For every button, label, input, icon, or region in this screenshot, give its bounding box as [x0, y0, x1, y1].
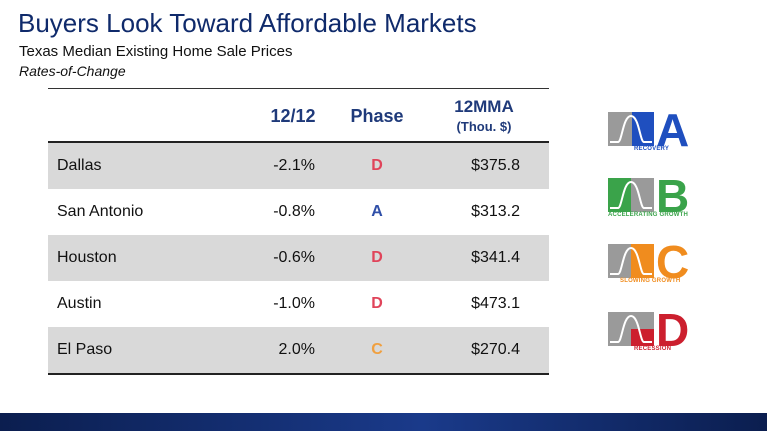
table-row: Dallas -2.1% D $375.8 [48, 143, 549, 189]
legend-letter: D [656, 304, 690, 356]
city-name: Austin [57, 295, 102, 312]
page-title: Buyers Look Toward Affordable Markets [18, 8, 477, 38]
city-name: Houston [57, 249, 117, 266]
rate-of-change: -2.1% [273, 157, 315, 174]
business-cycle-icon [608, 112, 654, 146]
legend-caption: ACCELERATING GROWTH [608, 212, 689, 218]
price-12mma: $473.1 [471, 295, 520, 312]
legend-letter: A [656, 104, 690, 156]
price-12mma: $270.4 [471, 341, 520, 358]
rate-of-change: -0.8% [273, 203, 315, 220]
column-header-phase: Phase [350, 106, 404, 126]
footer-bar [0, 413, 767, 431]
phase-letter: D [371, 295, 383, 312]
page-subtitle-secondary: Rates-of-Change [19, 63, 126, 79]
city-name: El Paso [57, 341, 113, 358]
legend-phase-a: A RECOVERY [608, 104, 708, 160]
price-table: 12/12 Phase 12MMA (Thou. $) Dallas -2.1%… [48, 88, 549, 375]
rate-of-change: -1.0% [273, 295, 315, 312]
table-row: San Antonio -0.8% A $313.2 [48, 189, 549, 235]
legend-phase-b: B ACCELERATING GROWTH [608, 170, 708, 226]
business-cycle-icon [608, 178, 654, 212]
price-12mma: $375.8 [471, 157, 520, 174]
legend-letter: C [656, 236, 690, 288]
table-row: Austin -1.0% D $473.1 [48, 281, 549, 327]
legend-caption: RECESSION [634, 346, 672, 352]
rate-of-change: -0.6% [273, 249, 315, 266]
column-header-12mma: 12MMA (Thou. $) [434, 97, 534, 134]
column-header-12mma-unit: (Thou. $) [456, 119, 512, 134]
phase-letter: A [371, 203, 383, 220]
column-header-12mma-label: 12MMA [454, 97, 514, 116]
table-header: 12/12 Phase 12MMA (Thou. $) [48, 89, 549, 143]
legend-caption: SLOWING GROWTH [620, 278, 681, 284]
city-name: Dallas [57, 157, 102, 174]
column-header-1212: 12/12 [270, 106, 316, 126]
phase-letter: D [371, 157, 383, 174]
legend-letter: B [656, 170, 690, 222]
rate-of-change: 2.0% [278, 341, 315, 358]
phase-letter: D [371, 249, 383, 266]
city-name: San Antonio [57, 203, 144, 220]
page-subtitle: Texas Median Existing Home Sale Prices [19, 43, 293, 60]
table-bottom-rule [48, 373, 549, 375]
price-12mma: $341.4 [471, 249, 520, 266]
business-cycle-icon [608, 312, 654, 346]
business-cycle-icon [608, 244, 654, 278]
table-row: Houston -0.6% D $341.4 [48, 235, 549, 281]
legend-phase-d: D RECESSION [608, 304, 708, 360]
legend-caption: RECOVERY [634, 146, 670, 152]
legend-phase-c: C SLOWING GROWTH [608, 236, 708, 292]
table-row: El Paso 2.0% C $270.4 [48, 327, 549, 373]
price-12mma: $313.2 [471, 203, 520, 220]
phase-letter: C [371, 341, 383, 358]
